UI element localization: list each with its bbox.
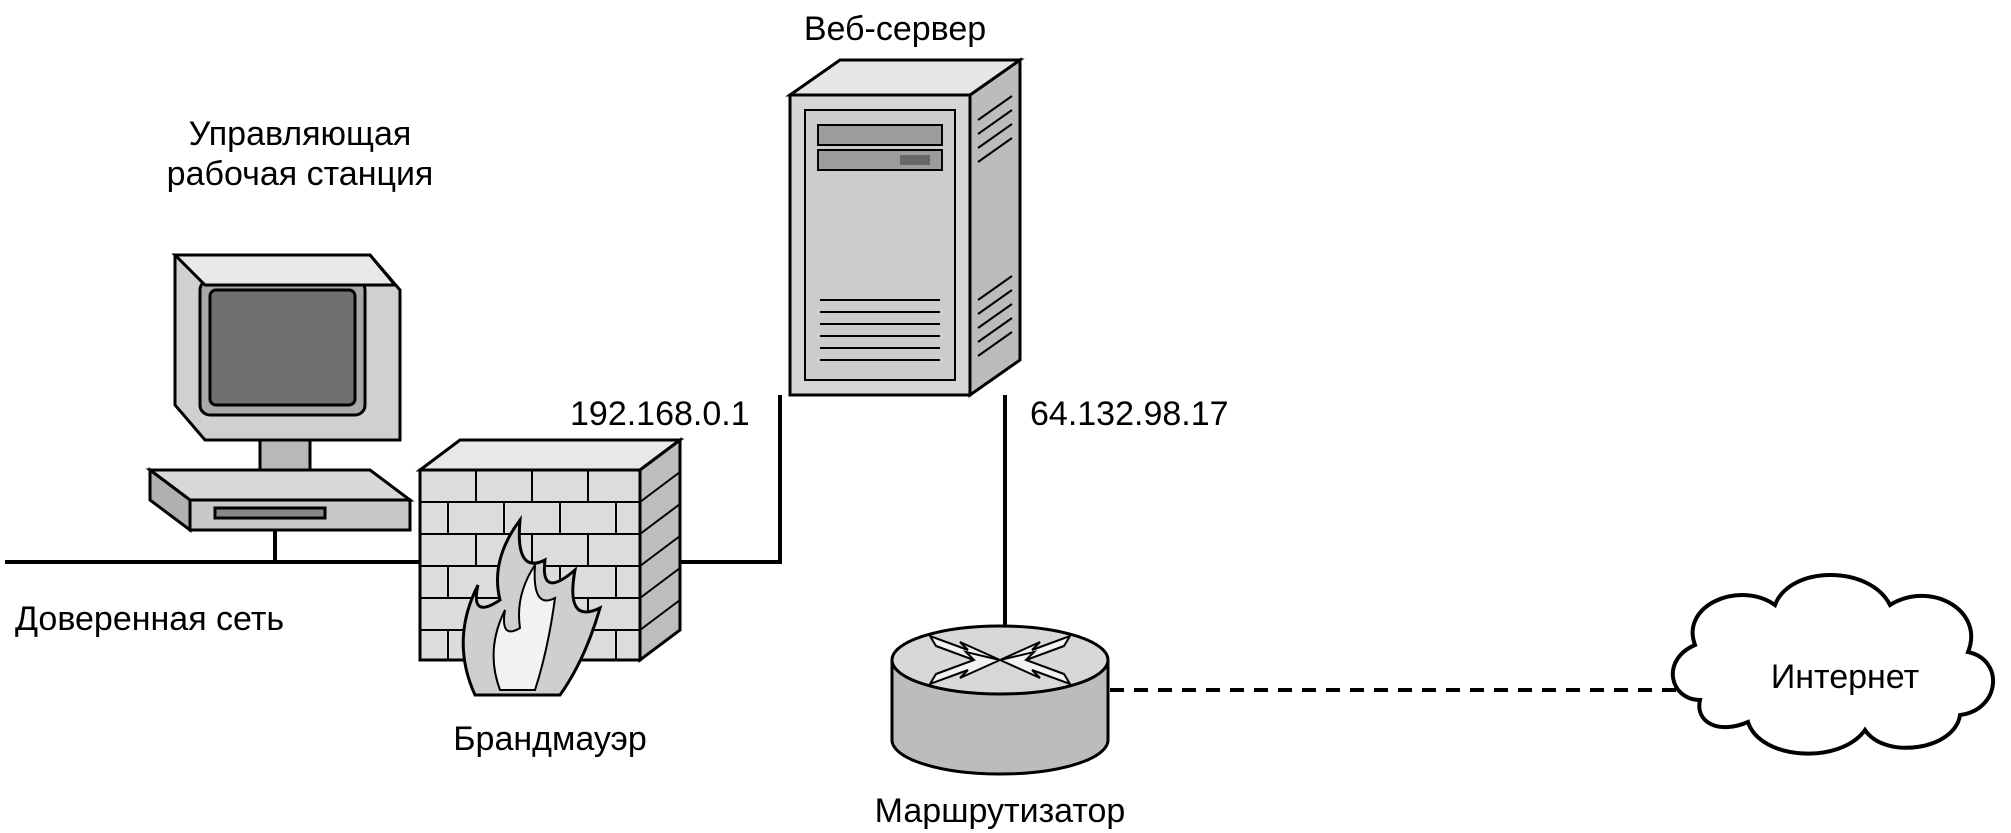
server-label: Веб-сервер	[775, 10, 1015, 49]
workstation-label-line1: Управляющая	[140, 115, 460, 154]
server-icon	[790, 60, 1020, 395]
router-icon	[892, 626, 1108, 774]
workstation-label-line2: рабочая станция	[140, 155, 460, 194]
router-label: Маршрутизатор	[850, 792, 1150, 831]
internet-label: Интернет	[1760, 658, 1930, 697]
ip-external-label: 64.132.98.17	[1030, 395, 1229, 434]
firewall-icon	[420, 440, 680, 695]
trusted-network-label: Доверенная сеть	[15, 600, 284, 639]
workstation-icon	[150, 255, 410, 530]
ip-internal-label: 192.168.0.1	[570, 395, 750, 434]
firewall-label: Брандмауэр	[430, 720, 670, 759]
